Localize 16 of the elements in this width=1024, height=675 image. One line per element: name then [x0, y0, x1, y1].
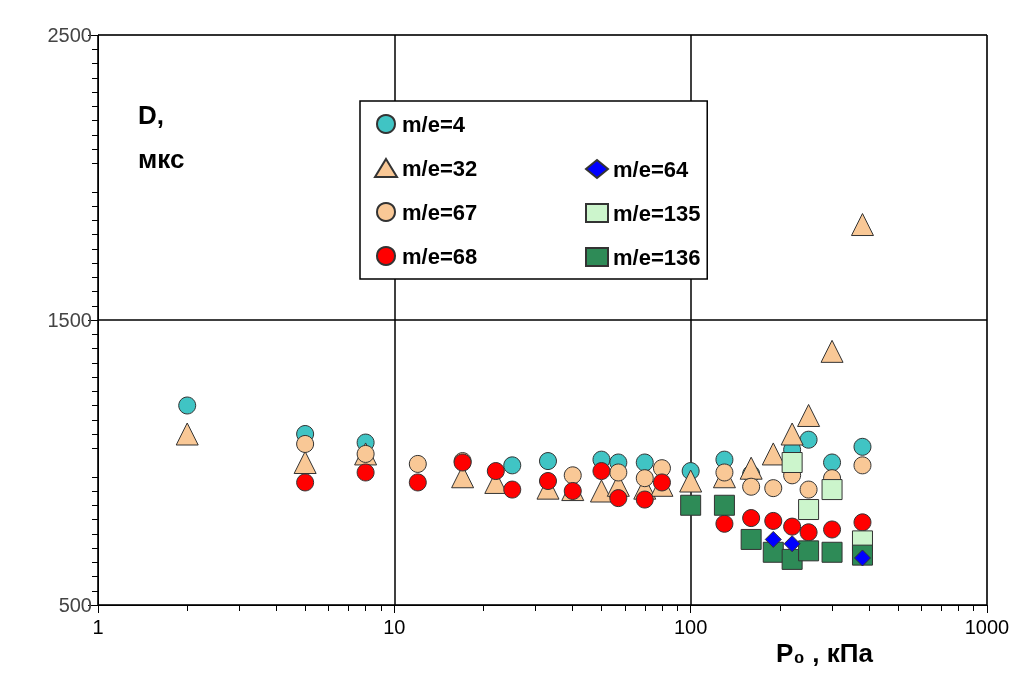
y-tick-label: 2500 — [47, 24, 92, 46]
legend-label: m/e=68 — [402, 243, 478, 269]
x-tick-label: 1000 — [964, 616, 1010, 638]
x-tick-label: 100 — [673, 616, 708, 638]
legend-label: m/e=32 — [402, 155, 478, 181]
x-tick-label: 10 — [383, 616, 406, 638]
legend-label: m/e=136 — [613, 244, 701, 270]
y-tick-label: 500 — [58, 594, 92, 616]
legend-label: m/e=135 — [613, 200, 701, 226]
legend-label: m/e=4 — [402, 111, 466, 137]
y-tick-label: 1500 — [47, 309, 92, 331]
legend-label: m/e=67 — [402, 199, 478, 225]
legend-label: m/e=64 — [613, 156, 689, 182]
x-axis-title: P₀ , кПа — [776, 638, 874, 668]
y-axis-title: D, мкс — [138, 100, 185, 174]
x-tick-label: 1 — [92, 616, 104, 638]
